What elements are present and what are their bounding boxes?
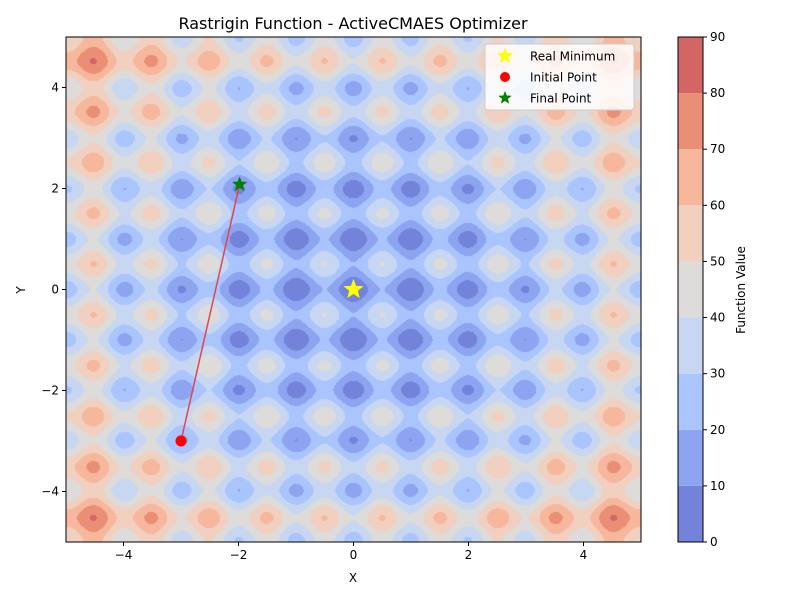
- colorbar-band: [678, 37, 703, 94]
- colorbar-tick-label: 80: [710, 86, 725, 100]
- initial-point-marker: [175, 435, 187, 447]
- colorbar-tick-label: 20: [710, 423, 725, 437]
- y-tick-label: −4: [41, 485, 59, 499]
- legend-label: Final Point: [530, 92, 592, 106]
- colorbar-label: Function Value: [734, 246, 748, 334]
- x-tick-label: 0: [350, 548, 358, 562]
- colorbar-tick-label: 0: [710, 535, 718, 549]
- y-tick-label: 2: [51, 182, 59, 196]
- colorbar-band: [678, 429, 703, 486]
- legend-label: Real Minimum: [530, 50, 615, 64]
- colorbar-tick-label: 90: [710, 30, 725, 44]
- colorbar-band: [678, 149, 703, 206]
- colorbar-band: [678, 93, 703, 150]
- optimization-path: [180, 184, 241, 442]
- legend-marker: [496, 47, 514, 64]
- final-point-marker: [231, 176, 248, 192]
- x-axis-label: X: [349, 571, 357, 585]
- colorbar-band: [678, 261, 703, 318]
- colorbar-tick-label: 40: [710, 311, 725, 325]
- colorbar-band: [678, 485, 703, 542]
- legend-marker: [500, 72, 510, 82]
- y-tick-label: 0: [51, 283, 59, 297]
- y-tick-label: 4: [51, 81, 59, 95]
- colorbar-tick-label: 70: [710, 142, 725, 156]
- colorbar-tick-label: 50: [710, 254, 725, 268]
- chart-title: Rastrigin Function - ActiveCMAES Optimiz…: [178, 14, 528, 33]
- legend: Real Minimum Initial Point Final Point: [484, 43, 635, 111]
- legend-marker: [498, 90, 512, 104]
- x-tick-label: −2: [230, 548, 248, 562]
- real-minimum-marker: [343, 278, 364, 299]
- x-tick-label: 2: [465, 548, 473, 562]
- colorbar: 0 10 20 30 40 50 60 70 80 90 Function Value: [677, 30, 748, 549]
- y-tick-label: −2: [41, 384, 59, 398]
- colorbar-tick-label: 60: [710, 198, 725, 212]
- x-tick-label: −4: [115, 548, 133, 562]
- y-axis-label: Y: [14, 286, 28, 295]
- colorbar-band: [678, 373, 703, 430]
- colorbar-frame: [677, 36, 704, 543]
- legend-box: [484, 43, 635, 111]
- x-tick-label: 4: [580, 548, 588, 562]
- colorbar-tick-label: 30: [710, 367, 725, 381]
- plot-area: [65, 36, 642, 543]
- legend-label: Initial Point: [530, 71, 597, 85]
- colorbar-tick-label: 10: [710, 479, 725, 493]
- colorbar-band: [678, 205, 703, 262]
- colorbar-band: [678, 317, 703, 374]
